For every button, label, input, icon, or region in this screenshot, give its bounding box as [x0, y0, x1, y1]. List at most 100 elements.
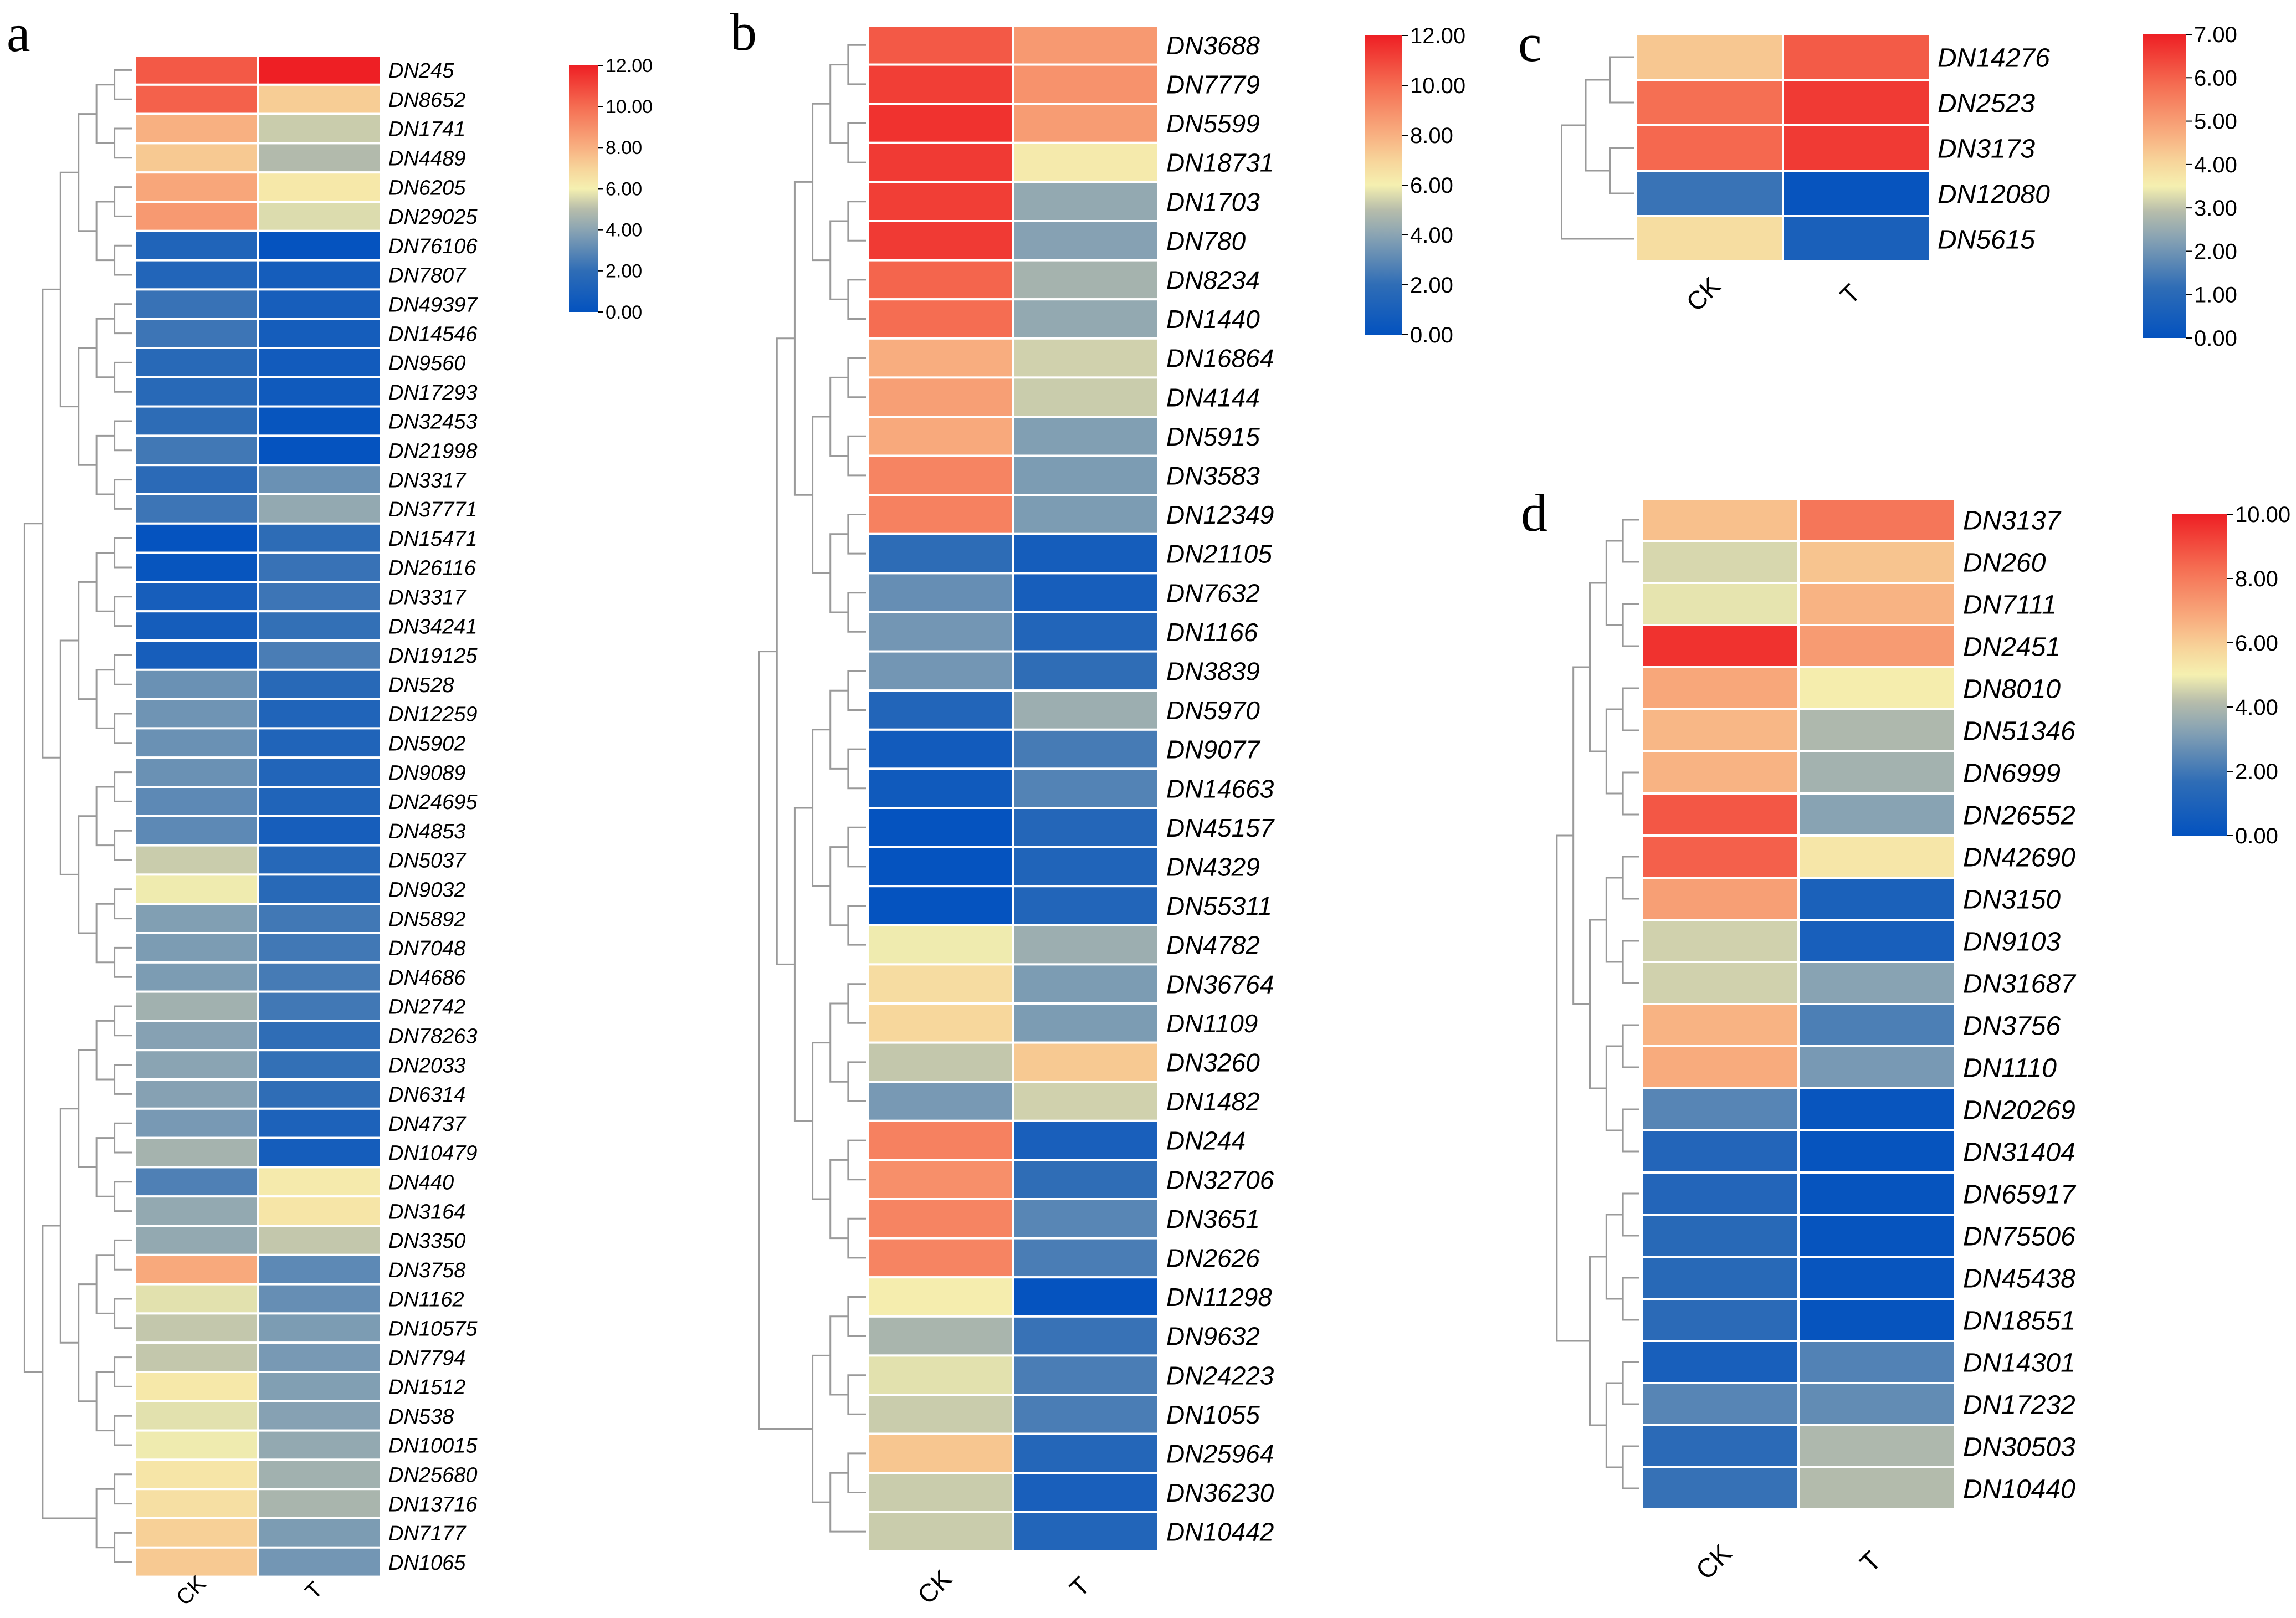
heatmap-cell [867, 259, 1014, 301]
heatmap-cell [257, 1049, 382, 1081]
heatmap-cell [1012, 1041, 1160, 1083]
heatmap-cell [134, 932, 259, 964]
row-label: DN31404 [1963, 1138, 2075, 1167]
heatmap-cell [134, 786, 259, 817]
dendrogram-branch [847, 44, 866, 85]
row-label: DN25964 [1166, 1439, 1274, 1468]
dendrogram-branch [114, 1532, 132, 1563]
dendrogram-branch [78, 347, 97, 466]
heatmap-cell [134, 83, 259, 115]
dendrogram-branch [1622, 1192, 1639, 1237]
heatmap-cell [1012, 1002, 1160, 1044]
row-label: DN1110 [1963, 1053, 2057, 1083]
heatmap-cell [1012, 63, 1160, 105]
heatmap-cell [134, 493, 259, 525]
dendrogram-branch [1589, 582, 1607, 752]
dendrogram-branch [114, 1298, 132, 1329]
heatmap-cell [257, 1312, 382, 1344]
heatmap-cell [257, 1546, 382, 1578]
heatmap-cell [257, 1166, 382, 1198]
dendrogram-branch [847, 826, 866, 868]
heatmap-cell [134, 1458, 259, 1491]
heatmap-cell [134, 1371, 259, 1402]
dendrogram-branch [1556, 834, 1590, 1342]
colorbar-tick-label: 10.00 [2235, 503, 2290, 527]
heatmap-cell [1635, 79, 1784, 126]
row-label: DN3688 [1166, 31, 1260, 60]
row-label: DN9089 [388, 761, 465, 785]
heatmap-cell [134, 1253, 259, 1286]
heatmap-cell [1012, 572, 1160, 614]
row-label: DN7807 [388, 264, 467, 288]
heatmap-cell [867, 807, 1014, 848]
dendrogram-branch [95, 318, 115, 378]
dendrogram-branch [114, 186, 132, 217]
dendrogram-branch [1605, 877, 1623, 963]
dendrogram-branch [847, 983, 866, 1024]
heatmap-cell [134, 610, 259, 642]
heatmap-cell [257, 318, 382, 350]
dendrogram-branch [1622, 519, 1639, 563]
heatmap-cell [1797, 708, 1956, 752]
heatmap-cell [1797, 666, 1956, 710]
heatmap-cell [134, 405, 259, 437]
dendrogram-branch [1622, 771, 1639, 816]
row-label: DN3317 [388, 469, 467, 492]
heatmap-cell [1012, 846, 1160, 888]
row-label: DN3137 [1963, 506, 2062, 535]
heatmap-cell [1012, 416, 1160, 457]
heatmap-cell [1012, 298, 1160, 340]
dendrogram-branch [78, 815, 97, 934]
heatmap-cell [134, 1429, 259, 1461]
row-label: DN3164 [388, 1200, 465, 1223]
heatmap-cell [1641, 792, 1800, 837]
colorbar-tick-label: 10.00 [1410, 74, 1465, 98]
row-label: DN1440 [1166, 305, 1260, 334]
row-label: DN14546 [388, 322, 478, 346]
dendrogram-branch [1622, 940, 1639, 984]
row-label: DN10479 [388, 1142, 478, 1165]
row-label: DN5037 [388, 849, 467, 873]
heatmap-cell [1797, 624, 1956, 668]
heatmap-cell [1012, 103, 1160, 144]
dendrogram-branch [78, 113, 97, 232]
dendrogram-branch [847, 122, 866, 163]
row-label: DN3839 [1166, 657, 1260, 685]
row-label: DN3758 [388, 1259, 465, 1282]
heatmap-cell [1635, 215, 1784, 263]
row-label: DN12259 [388, 703, 478, 726]
dendrogram-branch [42, 1225, 97, 1519]
heatmap-cell [257, 405, 382, 437]
colorbar-tick-label: 1.00 [2194, 283, 2237, 308]
heatmap-cell [1797, 1424, 1956, 1468]
dendrogram-branch [847, 279, 866, 320]
dendrogram-branch [95, 1371, 115, 1432]
heatmap-cell [257, 727, 382, 759]
heatmap-cell [1012, 181, 1160, 222]
heatmap-cell [134, 171, 259, 203]
heatmap-cell [257, 1195, 382, 1227]
row-label: DN5970 [1166, 696, 1260, 725]
colorbar-tick-label: 2.00 [2235, 760, 2278, 784]
dendrogram-branch [114, 888, 132, 920]
heatmap-cell [1641, 1129, 1800, 1174]
heatmap-cell [134, 1136, 259, 1169]
dendrogram-branch [1589, 1256, 1607, 1426]
row-label: DN45157 [1166, 813, 1275, 842]
heatmap-cell [1782, 170, 1931, 217]
row-label: DN4782 [1166, 931, 1260, 960]
heatmap-cell [1797, 1256, 1956, 1300]
heatmap-cell [1641, 1256, 1800, 1300]
heatmap-cell [134, 54, 259, 86]
row-label: DN19125 [388, 644, 478, 668]
heatmap-cell [134, 1312, 259, 1344]
heatmap-cell [1641, 1424, 1800, 1468]
dendrogram-branch [847, 357, 866, 398]
panel-d: d DN3137 DN260 DN7111 DN2451 DN8010 DN51346 DN6… [1521, 483, 2290, 1585]
row-label: DN31687 [1963, 969, 2077, 999]
heatmap-cell [257, 1371, 382, 1402]
heatmap-cell [257, 639, 382, 671]
row-label: DN20269 [1963, 1095, 2075, 1125]
colorbar [1365, 35, 1402, 335]
heatmap-cell [1641, 624, 1800, 668]
